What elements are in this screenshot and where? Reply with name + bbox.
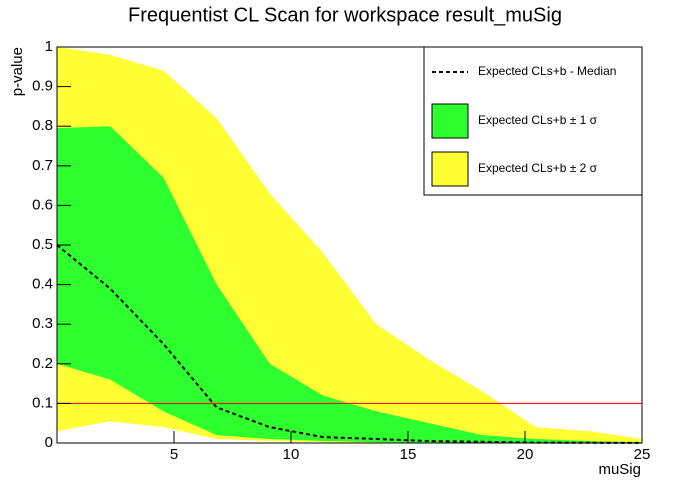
- x-tick-label: 10: [283, 446, 300, 463]
- y-tick-label: 0.7: [32, 157, 53, 174]
- y-tick-label: 0.3: [32, 315, 53, 332]
- y-tick-label: 0.4: [32, 276, 53, 293]
- y-tick-label: 0.8: [32, 117, 53, 134]
- x-tick-label: 5: [170, 446, 178, 463]
- y-tick-label: 0.6: [32, 196, 53, 213]
- y-tick-label: 0.9: [32, 78, 53, 95]
- legend-label: Expected CLs+b ± 2 σ: [478, 161, 598, 175]
- x-tick-label: 20: [517, 446, 534, 463]
- legend-label: Expected CLs+b ± 1 σ: [478, 113, 598, 127]
- y-tick-label: 0: [45, 434, 53, 451]
- y-tick-label: 0.1: [32, 394, 53, 411]
- chart-title: Frequentist CL Scan for workspace result…: [128, 4, 562, 26]
- legend-label: Expected CLs+b - Median: [478, 64, 616, 78]
- y-axis-label: p-value: [9, 47, 26, 96]
- y-tick-label: 0.2: [32, 355, 53, 372]
- legend-swatch: [431, 103, 469, 139]
- legend-swatch: [431, 151, 469, 187]
- x-tick-label: 15: [400, 446, 417, 463]
- sigma-band: [57, 126, 642, 443]
- y-tick-label: 1: [45, 38, 53, 55]
- x-tick-label: 25: [634, 446, 651, 463]
- y-tick-label: 0.5: [32, 236, 53, 253]
- x-axis-label: muSig: [598, 461, 641, 478]
